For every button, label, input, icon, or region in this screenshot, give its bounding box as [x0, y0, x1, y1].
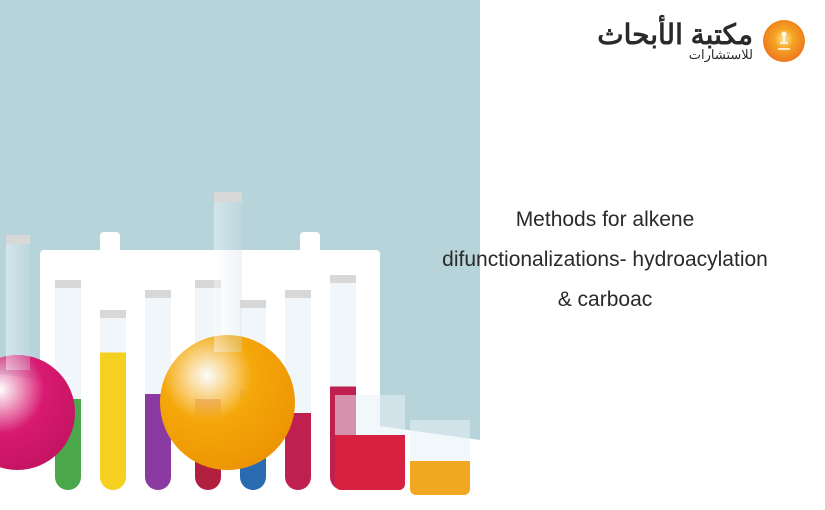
test-tube [100, 310, 126, 490]
title-line: difunctionalizations- hydroacylation [415, 240, 795, 280]
document-title: Methods for alkene difunctionalizations-… [415, 200, 795, 320]
title-line: Methods for alkene [415, 200, 795, 240]
beaker-red [335, 395, 405, 490]
title-line: & carboac [415, 280, 795, 320]
logo-badge-icon [763, 20, 805, 62]
brand-logo: مكتبة الأبحاث للاستشارات [597, 18, 805, 63]
round-flask-orange [160, 335, 295, 470]
beaker-orange [410, 420, 470, 495]
round-flask-magenta [0, 355, 75, 470]
